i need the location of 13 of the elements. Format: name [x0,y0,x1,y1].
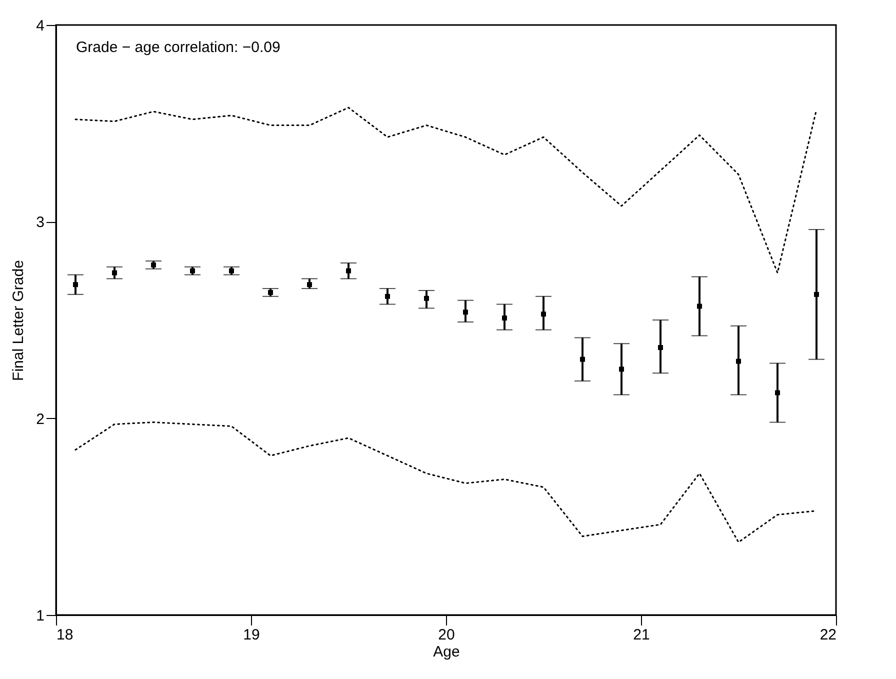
x-tick-label: 19 [243,626,260,644]
x-tick-label: 20 [438,626,455,644]
x-tick-label: 21 [633,626,650,644]
x-axis-title: Age [433,644,460,660]
x-tick-label: 22 [820,626,836,644]
line-series [74,106,818,274]
y-tick-label: 1 [36,608,44,624]
y-axis-title: Final Letter Grade [10,260,28,381]
x-tick-label: 18 [56,626,74,644]
y-tick-label: 2 [36,410,44,428]
annotation: Grade − age correlation: −0.09 [76,39,280,56]
y-tick-label: 4 [36,18,44,34]
y-tick-label: 3 [36,214,44,232]
